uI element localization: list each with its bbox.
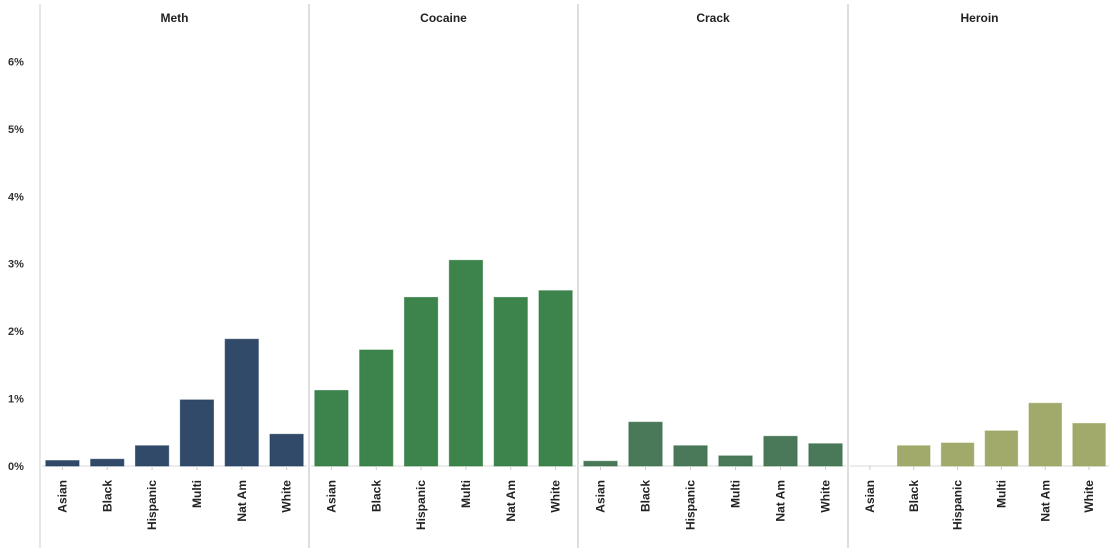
bar-crack-multi [718,455,753,467]
x-tick-label: Nat Am [774,480,788,522]
x-tick-label: Hispanic [951,480,965,530]
bar-heroin-nat-am [1028,402,1062,467]
bar-crack-hispanic [673,445,708,467]
x-tick-label: Multi [729,480,743,508]
y-tick-label: 5% [8,124,24,136]
bar-meth-nat-am [224,338,259,467]
x-tick-label: Nat Am [235,480,249,522]
x-tick-label: Nat Am [504,480,518,522]
panel-title: Heroin [960,11,998,25]
x-tick-label: Black [100,480,114,512]
y-tick-label: 4% [8,191,24,203]
x-tick-label: Nat Am [1038,480,1052,522]
bar-crack-nat-am [763,435,798,467]
bar-crack-asian [583,460,618,467]
x-tick-label: Asian [55,480,69,513]
x-tick-label: White [1082,480,1096,513]
panel-heroin: Heroin Asian Black Hispanic Multi Nat Am White [850,11,1109,530]
y-tick-label: 0% [8,461,24,473]
x-tick-label: Multi [459,480,473,508]
bar-meth-white [269,433,304,467]
x-tick-label: Multi [994,480,1008,508]
bar-cocaine-black [359,349,394,467]
x-tick-label: White [549,480,563,513]
panel-crack: Crack Asian Black Hispanic Multi Nat Am White [580,4,849,548]
y-tick-label: 3% [8,259,24,271]
bar-meth-multi [179,399,215,467]
bar-heroin-multi [984,430,1019,467]
bar-heroin-black [897,445,931,467]
x-tick-label: Hispanic [145,480,159,530]
bar-meth-black [90,458,125,467]
x-tick-label: White [280,480,294,513]
x-tick-label: Hispanic [414,480,428,530]
panel-cocaine: Cocaine Asian Black Hispanic Multi Nat Am Whit… [311,4,579,548]
x-tick-label: Black [369,480,383,512]
bar-heroin-hispanic [940,442,975,467]
x-tick-label: Asian [594,480,608,513]
y-tick-label: 2% [8,326,24,338]
x-tick-label: Hispanic [684,480,698,530]
panel-title: Cocaine [420,11,467,25]
bar-heroin-white [1072,423,1106,467]
x-tick-label: Asian [324,480,338,513]
x-tick-label: Black [639,480,653,512]
panel-title: Meth [161,11,189,25]
bar-meth-asian [45,460,80,467]
x-tick-label: Black [907,480,921,512]
panel-meth: Meth Asian Black Hispanic Multi Nat Am White [42,4,310,548]
y-axis: 0% 1% 2% 3% 4% 5% 6% [8,4,41,548]
bar-meth-hispanic [134,445,170,467]
x-tick-label: Asian [863,480,877,513]
bar-cocaine-nat-am [493,296,528,467]
bar-cocaine-white [538,290,573,467]
bar-cocaine-multi [448,259,484,467]
y-tick-label: 6% [8,56,24,68]
x-tick-label: White [819,480,833,513]
bar-cocaine-asian [314,389,349,467]
y-tick-label: 1% [8,394,24,406]
bar-crack-black [628,421,663,467]
bar-crack-white [808,443,843,467]
panel-title: Crack [696,11,730,25]
bar-cocaine-hispanic [403,296,439,467]
x-tick-label: Multi [190,480,204,508]
